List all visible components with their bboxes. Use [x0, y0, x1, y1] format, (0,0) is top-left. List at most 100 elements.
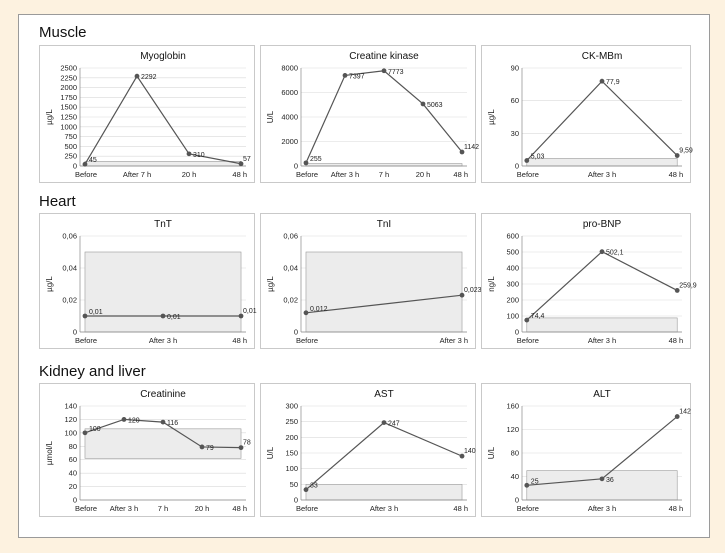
x-tick-label: Before: [75, 504, 97, 513]
data-label: 310: [193, 152, 205, 159]
x-tick-label: Before: [296, 504, 318, 513]
x-tick-label: After 7 h: [123, 170, 151, 179]
y-axis-label: µg/L: [266, 276, 275, 292]
section-title-kidney-liver: Kidney and liver: [39, 363, 146, 380]
data-label: 74,4: [531, 313, 545, 320]
series-line: [305, 294, 463, 314]
x-tick-label: After 3 h: [588, 504, 616, 513]
chart-title: TnI: [377, 219, 391, 230]
x-tick-label: 48 h: [453, 504, 468, 513]
data-point: [674, 288, 680, 293]
y-tick-label: 20: [69, 482, 77, 491]
data-point: [459, 453, 465, 459]
data-point: [459, 149, 465, 155]
y-tick-label: 0: [73, 328, 77, 337]
y-tick-label: 50: [290, 480, 298, 489]
chart-title: CK-MBm: [582, 51, 623, 62]
x-tick-label: After 3 h: [331, 170, 359, 179]
chart-title: pro-BNP: [583, 219, 622, 230]
chart-title: AST: [374, 389, 393, 400]
chart-panel-creatinine: Creatinine 0 20 40 60 80 100 120 140 µmol/L Before…: [39, 383, 255, 517]
x-tick-label: Before: [75, 336, 97, 345]
data-point: [342, 72, 348, 78]
y-axis-label: µmol/L: [45, 440, 54, 465]
y-tick-label: 0: [294, 328, 298, 337]
data-point: [303, 160, 309, 166]
chart-panel-ck-mbm: CK-MBm 0 30 60 90 µg/L Before After 3 h 48 h 5,03…: [481, 45, 693, 183]
y-axis-label: U/L: [487, 446, 496, 459]
y-tick-label: 0: [515, 162, 519, 171]
y-tick-label: 140: [64, 402, 77, 411]
y-axis-label: µg/L: [45, 276, 54, 292]
x-tick-label: 48 h: [669, 170, 684, 179]
x-tick-label: After 3 h: [588, 170, 616, 179]
x-tick-label: Before: [517, 504, 539, 513]
y-tick-label: 0: [73, 162, 77, 171]
x-tick-label: 48 h: [453, 170, 468, 179]
y-tick-label: 500: [64, 142, 77, 151]
y-tick-label: 80: [69, 442, 77, 451]
x-tick-label: After 3 h: [110, 504, 138, 513]
data-point: [381, 68, 387, 74]
y-axis-label: U/L: [266, 446, 275, 459]
data-point: [82, 430, 88, 436]
chart-panel-ast: AST 0 50 100 150 200 250 300 U/L Before After 3 h 4…: [260, 383, 476, 517]
y-tick-label: 0,04: [283, 264, 298, 273]
data-point: [599, 78, 605, 84]
data-point: [199, 444, 205, 450]
y-tick-label: 60: [69, 455, 77, 464]
reference-range-band: [84, 428, 242, 459]
data-point: [524, 482, 530, 488]
reference-range-band: [526, 317, 678, 333]
y-tick-label: 0: [73, 496, 77, 505]
y-tick-label: 80: [511, 449, 519, 458]
data-point: [303, 487, 309, 493]
data-point: [82, 161, 88, 167]
x-tick-label: 20 h: [195, 504, 210, 513]
y-tick-label: 200: [506, 296, 519, 305]
x-tick-label: 7 h: [158, 504, 168, 513]
data-label: 502,1: [606, 250, 624, 257]
y-tick-label: 750: [64, 132, 77, 141]
y-tick-label: 2000: [281, 137, 298, 146]
data-label: 247: [388, 421, 400, 428]
chart-svg: TnT 0 0,02 0,04 0,06 µg/L Before After 3 h 48 h 0…: [45, 219, 257, 345]
y-tick-label: 300: [285, 402, 298, 411]
data-point: [599, 249, 605, 255]
y-axis-label: ng/L: [487, 276, 496, 292]
data-label: 0,01: [167, 314, 181, 321]
data-label: 5063: [427, 102, 443, 109]
y-tick-label: 0: [294, 162, 298, 171]
data-label: 9,59: [679, 148, 693, 155]
data-point: [238, 445, 244, 451]
data-label: 1142: [464, 144, 479, 151]
x-tick-label: 48 h: [669, 504, 684, 513]
x-tick-label: 48 h: [232, 504, 247, 513]
x-tick-label: 48 h: [232, 336, 247, 345]
chart-svg: TnI 0 0,02 0,04 0,06 µg/L Before After 3 h 0,012…: [266, 219, 482, 345]
data-point: [420, 101, 426, 107]
chart-svg: CK-MBm 0 30 60 90 µg/L Before After 3 h 48 h 5,03…: [487, 51, 693, 179]
data-label: 100: [89, 426, 101, 433]
chart-panel-tni: TnI 0 0,02 0,04 0,06 µg/L Before After 3 h 0,012…: [260, 213, 482, 349]
data-point: [524, 158, 530, 163]
x-tick-label: 20 h: [416, 170, 431, 179]
y-tick-label: 200: [285, 433, 298, 442]
y-axis-label: U/L: [266, 110, 275, 123]
data-label: 33: [310, 483, 318, 490]
y-tick-label: 0: [515, 496, 519, 505]
figure-frame: Muscle Heart Kidney and liver Myoglobin 0…: [18, 14, 710, 538]
chart-panel-myoglobin: Myoglobin 0 250 500 750 1000 1250 1500 1750 2000 2…: [39, 45, 255, 183]
data-label: 0,012: [310, 306, 328, 313]
data-point: [160, 313, 166, 319]
y-tick-label: 0,06: [62, 232, 77, 241]
data-point: [524, 317, 530, 323]
chart-title: Creatinine: [140, 389, 186, 400]
y-tick-label: 100: [506, 312, 519, 321]
x-tick-label: Before: [296, 336, 318, 345]
series-line: [526, 250, 678, 321]
section-title-heart: Heart: [39, 193, 76, 210]
y-tick-label: 150: [285, 449, 298, 458]
x-tick-label: 20 h: [182, 170, 197, 179]
data-point: [134, 73, 140, 79]
